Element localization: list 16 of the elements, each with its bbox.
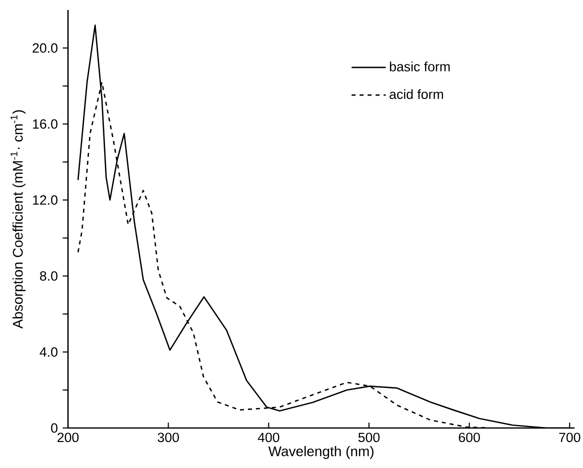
y-axis-title: Absorption Coefficient (mM$^{-1}$· cm$^{-1}$): [10, 110, 26, 329]
legend-label: basic form: [390, 62, 450, 72]
y-tick-label: 8.0: [40, 271, 58, 281]
x-tick-label: 500: [358, 432, 380, 442]
legend-label: acid form: [390, 89, 444, 100]
x-tick-label: 400: [258, 432, 280, 442]
y-tick-label: 0: [51, 423, 58, 433]
x-tick-label: 700: [559, 432, 580, 442]
y-tick-label: 4.0: [40, 347, 58, 357]
x-tick-label: 200: [58, 432, 79, 442]
x-tick-label: 300: [158, 432, 179, 442]
y-tick-label: 12.0: [33, 195, 58, 205]
x-tick-label: 600: [458, 432, 480, 442]
x-axis-title: Wavelength (nm): [268, 446, 374, 460]
y-tick-label: 20.0: [32, 43, 58, 53]
y-tick-label: 16.0: [33, 119, 58, 129]
